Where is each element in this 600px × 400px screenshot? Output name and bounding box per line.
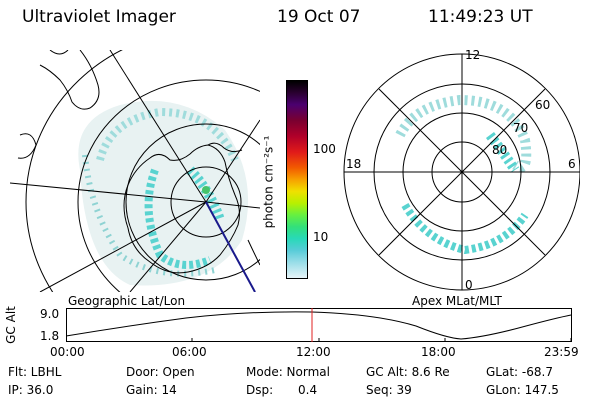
- altitude-plot: [66, 308, 572, 342]
- colorbar-label: photon cm⁻²s⁻¹: [261, 135, 276, 229]
- nadir-track-line: [205, 201, 256, 292]
- geographic-label: Geographic Lat/Lon: [68, 294, 186, 308]
- auroral-oval-right: [395, 94, 532, 173]
- altitude-curve: [66, 311, 572, 340]
- lat-label-60: 60: [535, 98, 550, 112]
- dsp-label: Dsp:: [246, 383, 274, 397]
- image-footprint: [78, 100, 249, 286]
- mlt-label-12: 12: [465, 48, 480, 62]
- instrument-title: Ultraviolet Imager: [22, 7, 176, 27]
- apex-label: Apex MLat/MLT: [412, 294, 502, 308]
- mlt-label-6: 6: [568, 157, 576, 171]
- time-label: 11:49:23 UT: [428, 7, 533, 27]
- xtick-0000: 00:00: [50, 345, 85, 359]
- xtick-1800: 18:00: [421, 345, 456, 359]
- glon-info: GLon: 147.5: [486, 383, 559, 397]
- lat-label-80: 80: [492, 143, 507, 157]
- dsp-value: 0.4: [298, 383, 318, 397]
- mlt-dial: 12 18 6 0 60 70 80: [343, 48, 580, 292]
- gcalt-info: GC Alt: 8.6 Re: [366, 365, 450, 379]
- geographic-map: [10, 50, 260, 292]
- lat-label-70: 70: [513, 121, 528, 135]
- xtick-0600: 06:00: [172, 345, 207, 359]
- mlt-label-0: 0: [465, 278, 473, 292]
- auroral-oval-left: [96, 107, 239, 162]
- altitude-ytick-9: 9.0: [40, 307, 60, 321]
- xtick-1200: 12:00: [296, 345, 331, 359]
- flt-info: Flt: LBHL: [8, 365, 62, 379]
- door-info: Door: Open: [126, 365, 195, 379]
- mlt-label-18: 18: [346, 157, 361, 171]
- altitude-ytick-1.8: 1.8: [40, 329, 60, 343]
- altitude-ylabel: GC Alt: [3, 306, 18, 344]
- australia-coastline: [39, 50, 100, 110]
- gain-info: Gain: 14: [126, 383, 177, 397]
- colorbar-tick-100: 100: [313, 142, 336, 156]
- xtick-2359: 23:59: [544, 345, 579, 359]
- glat-info: GLat: -68.7: [486, 365, 553, 379]
- mode-info: Mode: Normal: [246, 365, 330, 379]
- ip-info: IP: 36.0: [8, 383, 54, 397]
- date-label: 19 Oct 07: [277, 7, 361, 27]
- seq-info: Seq: 39: [366, 383, 412, 397]
- colorbar-tick-10: 10: [313, 230, 329, 244]
- color-bar: [286, 80, 308, 279]
